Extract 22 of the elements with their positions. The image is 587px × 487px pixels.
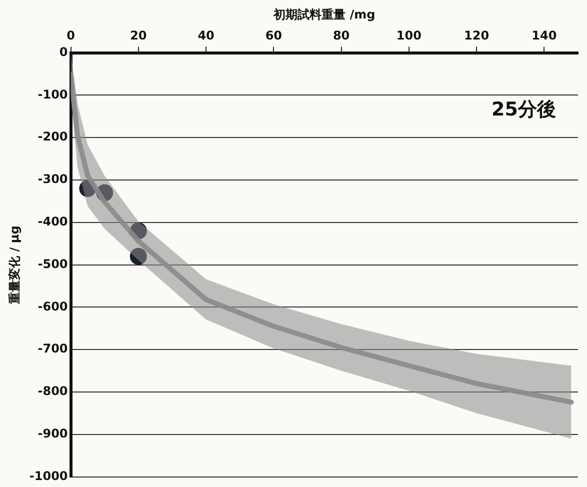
x-tick-label: 80	[332, 28, 350, 43]
point	[130, 248, 147, 265]
annotation: 25分後	[492, 98, 556, 121]
x-tick-label: 140	[532, 28, 557, 43]
y-tick-label: -900	[38, 426, 68, 441]
y-tick-label: -800	[38, 384, 68, 398]
y-tick-label: -700	[38, 342, 68, 356]
x-tick-label: 40	[198, 28, 214, 43]
x-tick-label: 100	[396, 28, 422, 43]
y-tick-label: -600	[38, 299, 68, 314]
y-tick-label: -1000	[29, 468, 68, 483]
y-tick-label: -200	[38, 130, 68, 144]
y-tick-label: -100	[38, 87, 68, 102]
y-axis-title: 重量変化 / μg	[7, 226, 22, 305]
y-tick-label: -300	[38, 172, 68, 186]
x-tick-label: 20	[130, 28, 147, 43]
x-axis-title: 初期試料重量 /mg	[272, 7, 376, 22]
x-tick-label: 60	[265, 28, 282, 43]
y-tick-label: 0	[59, 44, 68, 59]
y-tick-label: -500	[38, 256, 68, 271]
y-tick-label: -400	[38, 214, 68, 229]
x-tick-label: 120	[464, 28, 490, 43]
